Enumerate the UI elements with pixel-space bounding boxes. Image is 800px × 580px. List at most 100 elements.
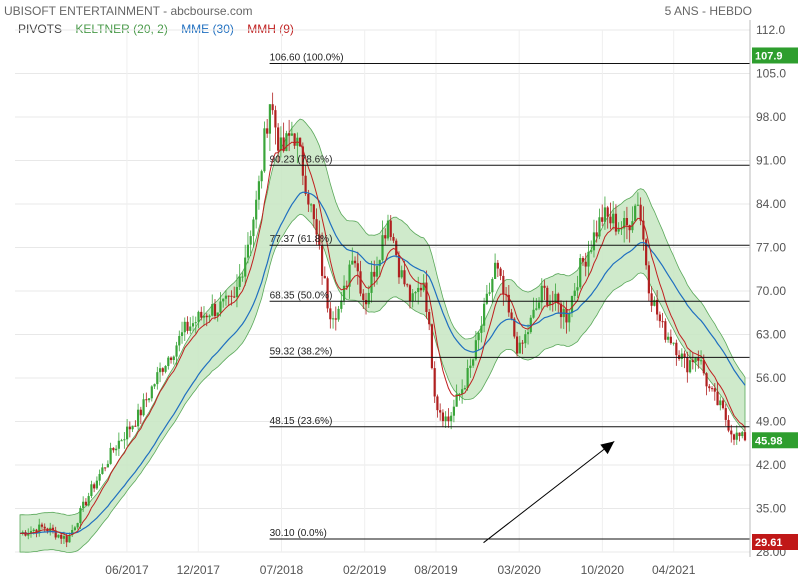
y-tick-label: 105.0 bbox=[756, 67, 786, 81]
y-tick-label: 49.00 bbox=[756, 415, 786, 429]
candle-body bbox=[559, 303, 563, 318]
candle-body bbox=[304, 175, 307, 194]
candle-body bbox=[189, 326, 192, 331]
candle-body bbox=[614, 213, 618, 232]
candle-body bbox=[447, 416, 450, 422]
y-tick-label: 35.00 bbox=[756, 502, 786, 516]
x-tick-label: 03/2020 bbox=[497, 563, 541, 577]
candle-body bbox=[285, 133, 288, 152]
candle-body bbox=[436, 396, 439, 411]
candle-body bbox=[208, 315, 211, 318]
candle-body bbox=[139, 409, 142, 416]
fib-label: 59.32 (38.2%) bbox=[270, 346, 333, 357]
candle-body bbox=[370, 271, 373, 293]
candle-body bbox=[444, 416, 447, 422]
candle-body bbox=[406, 284, 409, 286]
candle-body bbox=[249, 236, 252, 245]
candle-body bbox=[721, 400, 725, 409]
candle-body bbox=[524, 334, 527, 344]
candle-body bbox=[697, 357, 700, 361]
candle-body bbox=[60, 534, 63, 539]
candle-body bbox=[656, 299, 659, 315]
candle-body bbox=[161, 368, 164, 372]
y-tick-label: 84.00 bbox=[756, 197, 786, 211]
candle-body bbox=[356, 263, 359, 272]
candle-body bbox=[334, 318, 337, 320]
candle-body bbox=[123, 439, 126, 441]
candle-body bbox=[417, 287, 420, 292]
candle-body bbox=[62, 536, 66, 539]
fib-label: 68.35 (50.0%) bbox=[270, 290, 333, 301]
legend-mme[interactable]: MME (30) bbox=[181, 22, 234, 36]
candle-body bbox=[257, 181, 261, 200]
candle-body bbox=[246, 244, 250, 258]
candle-body bbox=[584, 261, 587, 267]
candle-body bbox=[392, 236, 395, 241]
candle-body bbox=[743, 432, 747, 441]
candle-body bbox=[279, 137, 282, 151]
candle-body bbox=[290, 133, 293, 136]
candle-body bbox=[428, 311, 431, 325]
candle-body bbox=[625, 218, 629, 226]
candle-body bbox=[688, 360, 692, 373]
candle-body bbox=[642, 220, 645, 240]
candle-body bbox=[669, 336, 672, 344]
candle-body bbox=[147, 398, 151, 401]
candle-body bbox=[51, 527, 55, 531]
candle-body bbox=[326, 278, 329, 309]
candle-body bbox=[710, 388, 714, 390]
candle-body bbox=[71, 529, 74, 536]
candle-body bbox=[54, 530, 57, 538]
candle-body bbox=[548, 301, 552, 306]
legend-mmh[interactable]: MMH (9) bbox=[247, 22, 294, 36]
candle-body bbox=[526, 332, 530, 335]
y-tick-label: 70.00 bbox=[756, 284, 786, 298]
candle-body bbox=[565, 309, 568, 323]
candle-body bbox=[568, 312, 571, 323]
fib-label: 48.15 (23.6%) bbox=[270, 416, 333, 427]
candle-body bbox=[219, 301, 222, 313]
chart-period: 5 ANS - HEBDO bbox=[664, 4, 752, 18]
candle-body bbox=[466, 367, 469, 389]
candle-body bbox=[623, 218, 626, 229]
x-tick-label: 08/2019 bbox=[414, 563, 458, 577]
candle-body bbox=[510, 312, 513, 319]
candle-body bbox=[312, 204, 315, 220]
candle-body bbox=[216, 312, 219, 317]
candle-body bbox=[645, 239, 648, 266]
y-tick-label: 98.00 bbox=[756, 110, 786, 124]
candle-body bbox=[664, 321, 667, 340]
candle-body bbox=[233, 296, 236, 298]
candle-body bbox=[702, 360, 705, 374]
candle-body bbox=[573, 290, 576, 296]
candle-body bbox=[293, 133, 296, 146]
price-box bbox=[752, 432, 798, 449]
legend-pivots[interactable]: PIVOTS bbox=[18, 22, 63, 36]
candle-body bbox=[351, 260, 354, 265]
candle-body bbox=[576, 287, 579, 291]
candle-body bbox=[375, 266, 379, 277]
x-tick-label: 02/2019 bbox=[343, 563, 387, 577]
candle-body bbox=[301, 146, 304, 176]
candle-body bbox=[713, 388, 716, 392]
legend-keltner[interactable]: KELTNER (20, 2) bbox=[75, 22, 168, 36]
candle-body bbox=[609, 216, 612, 224]
candle-body bbox=[153, 384, 156, 387]
grid bbox=[15, 29, 750, 553]
x-tick-label: 12/2017 bbox=[177, 563, 221, 577]
candle-body bbox=[222, 298, 225, 302]
fib-label: 30.10 (0.0%) bbox=[270, 528, 327, 539]
axes: 112.0 105.0 98.00 91.00 84.00 77.00 70.00 63.00… bbox=[105, 20, 786, 577]
candle-body bbox=[488, 292, 491, 294]
candle-body bbox=[430, 324, 434, 369]
candle-body bbox=[705, 373, 708, 387]
x-tick-label: 10/2020 bbox=[581, 563, 625, 577]
candle-body bbox=[378, 260, 381, 267]
price-box bbox=[752, 533, 798, 550]
candle-body bbox=[288, 133, 291, 136]
price-box-label: 107.9 bbox=[755, 50, 783, 62]
price-box-label: 45.98 bbox=[755, 435, 783, 447]
candle-body bbox=[126, 426, 129, 440]
candle-body bbox=[68, 535, 71, 543]
